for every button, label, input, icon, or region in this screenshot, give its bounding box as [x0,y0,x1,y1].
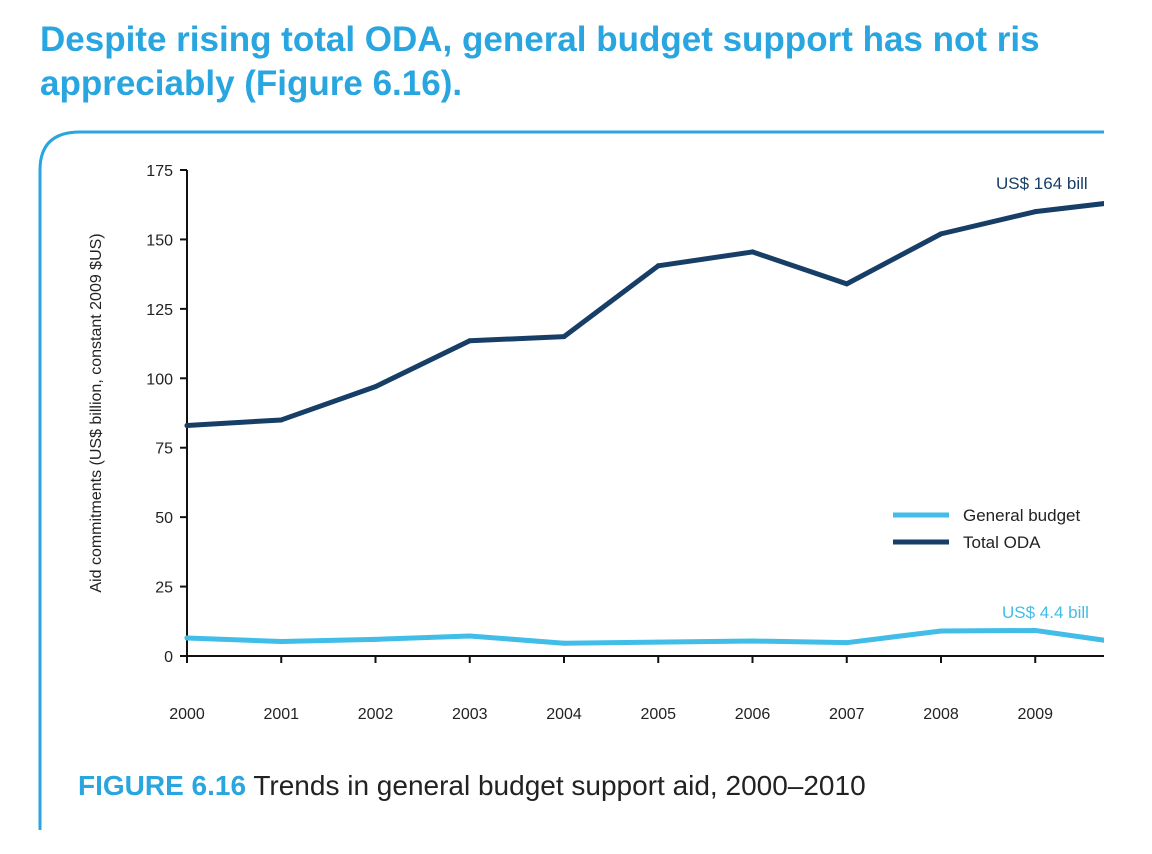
figure-title: Trends in general budget support aid, 20… [246,770,866,801]
x-tick-label: 2003 [452,706,488,723]
data-point [1127,198,1132,203]
data-point [467,338,473,344]
data-point [750,249,755,255]
y-tick-label: 25 [155,580,173,597]
y-tick-label: 0 [164,649,173,666]
data-point [938,628,944,634]
data-point [1127,641,1132,646]
end-value-label: US$ 4.4 bill [1002,603,1089,622]
y-axis-label: Aid commitments (US$ billion, constant 2… [88,233,105,592]
figure-label: FIGURE 6.16 [78,770,247,801]
y-tick-label: 175 [146,163,173,180]
data-point [373,636,378,642]
data-point [373,384,378,390]
x-tick-label: 2005 [640,706,676,723]
y-tick-label: 125 [146,302,173,319]
figure-frame [38,130,1104,830]
x-tick-label: 2001 [263,706,299,723]
legend [893,512,949,545]
data-point [278,639,284,645]
data-point [844,281,850,287]
x-tick-label: 2006 [735,706,771,723]
legend-label: Total ODA [963,533,1041,552]
y-tick-label: 100 [146,371,173,388]
x-tick-label: 2007 [829,706,865,723]
x-tick-label: 2009 [1017,706,1053,723]
x-tick-label: 2008 [923,706,959,723]
data-point [655,639,661,645]
y-tick-label: 150 [146,232,173,249]
series-line [184,201,1104,428]
data-point [278,417,284,423]
data-point [184,422,190,428]
x-tick-label: 2004 [546,706,582,723]
x-tick-label: 2000 [169,706,205,723]
x-tick-label: 2002 [358,706,394,723]
legend-label: General budget [963,506,1080,525]
data-point [561,640,567,646]
y-tick-label: 75 [155,441,173,458]
headline-line-2: appreciably (Figure 6.16). [40,64,463,103]
end-value-label: US$ 164 bill [996,174,1088,193]
series-lines: US$ 164 bill US$ 4.4 bill General budget To… [184,174,1132,646]
data-point [844,640,850,646]
data-point [561,334,567,340]
data-point [1032,209,1038,215]
headline-line-1: Despite rising total ODA, general budget… [40,20,1040,59]
page-headline: Despite rising total ODA, general budget… [40,18,1110,106]
data-point [655,263,661,269]
axes: 0 25 50 75 100 125 150 175 2000 2001 2002 2003 2004 2… [88,163,1104,723]
figure-caption: FIGURE 6.16 Trends in general budget sup… [78,766,866,806]
data-point [750,638,755,644]
data-point [184,635,190,641]
data-point [467,633,473,639]
data-point [1032,627,1038,633]
data-point [938,231,944,237]
y-tick-label: 50 [155,510,173,527]
